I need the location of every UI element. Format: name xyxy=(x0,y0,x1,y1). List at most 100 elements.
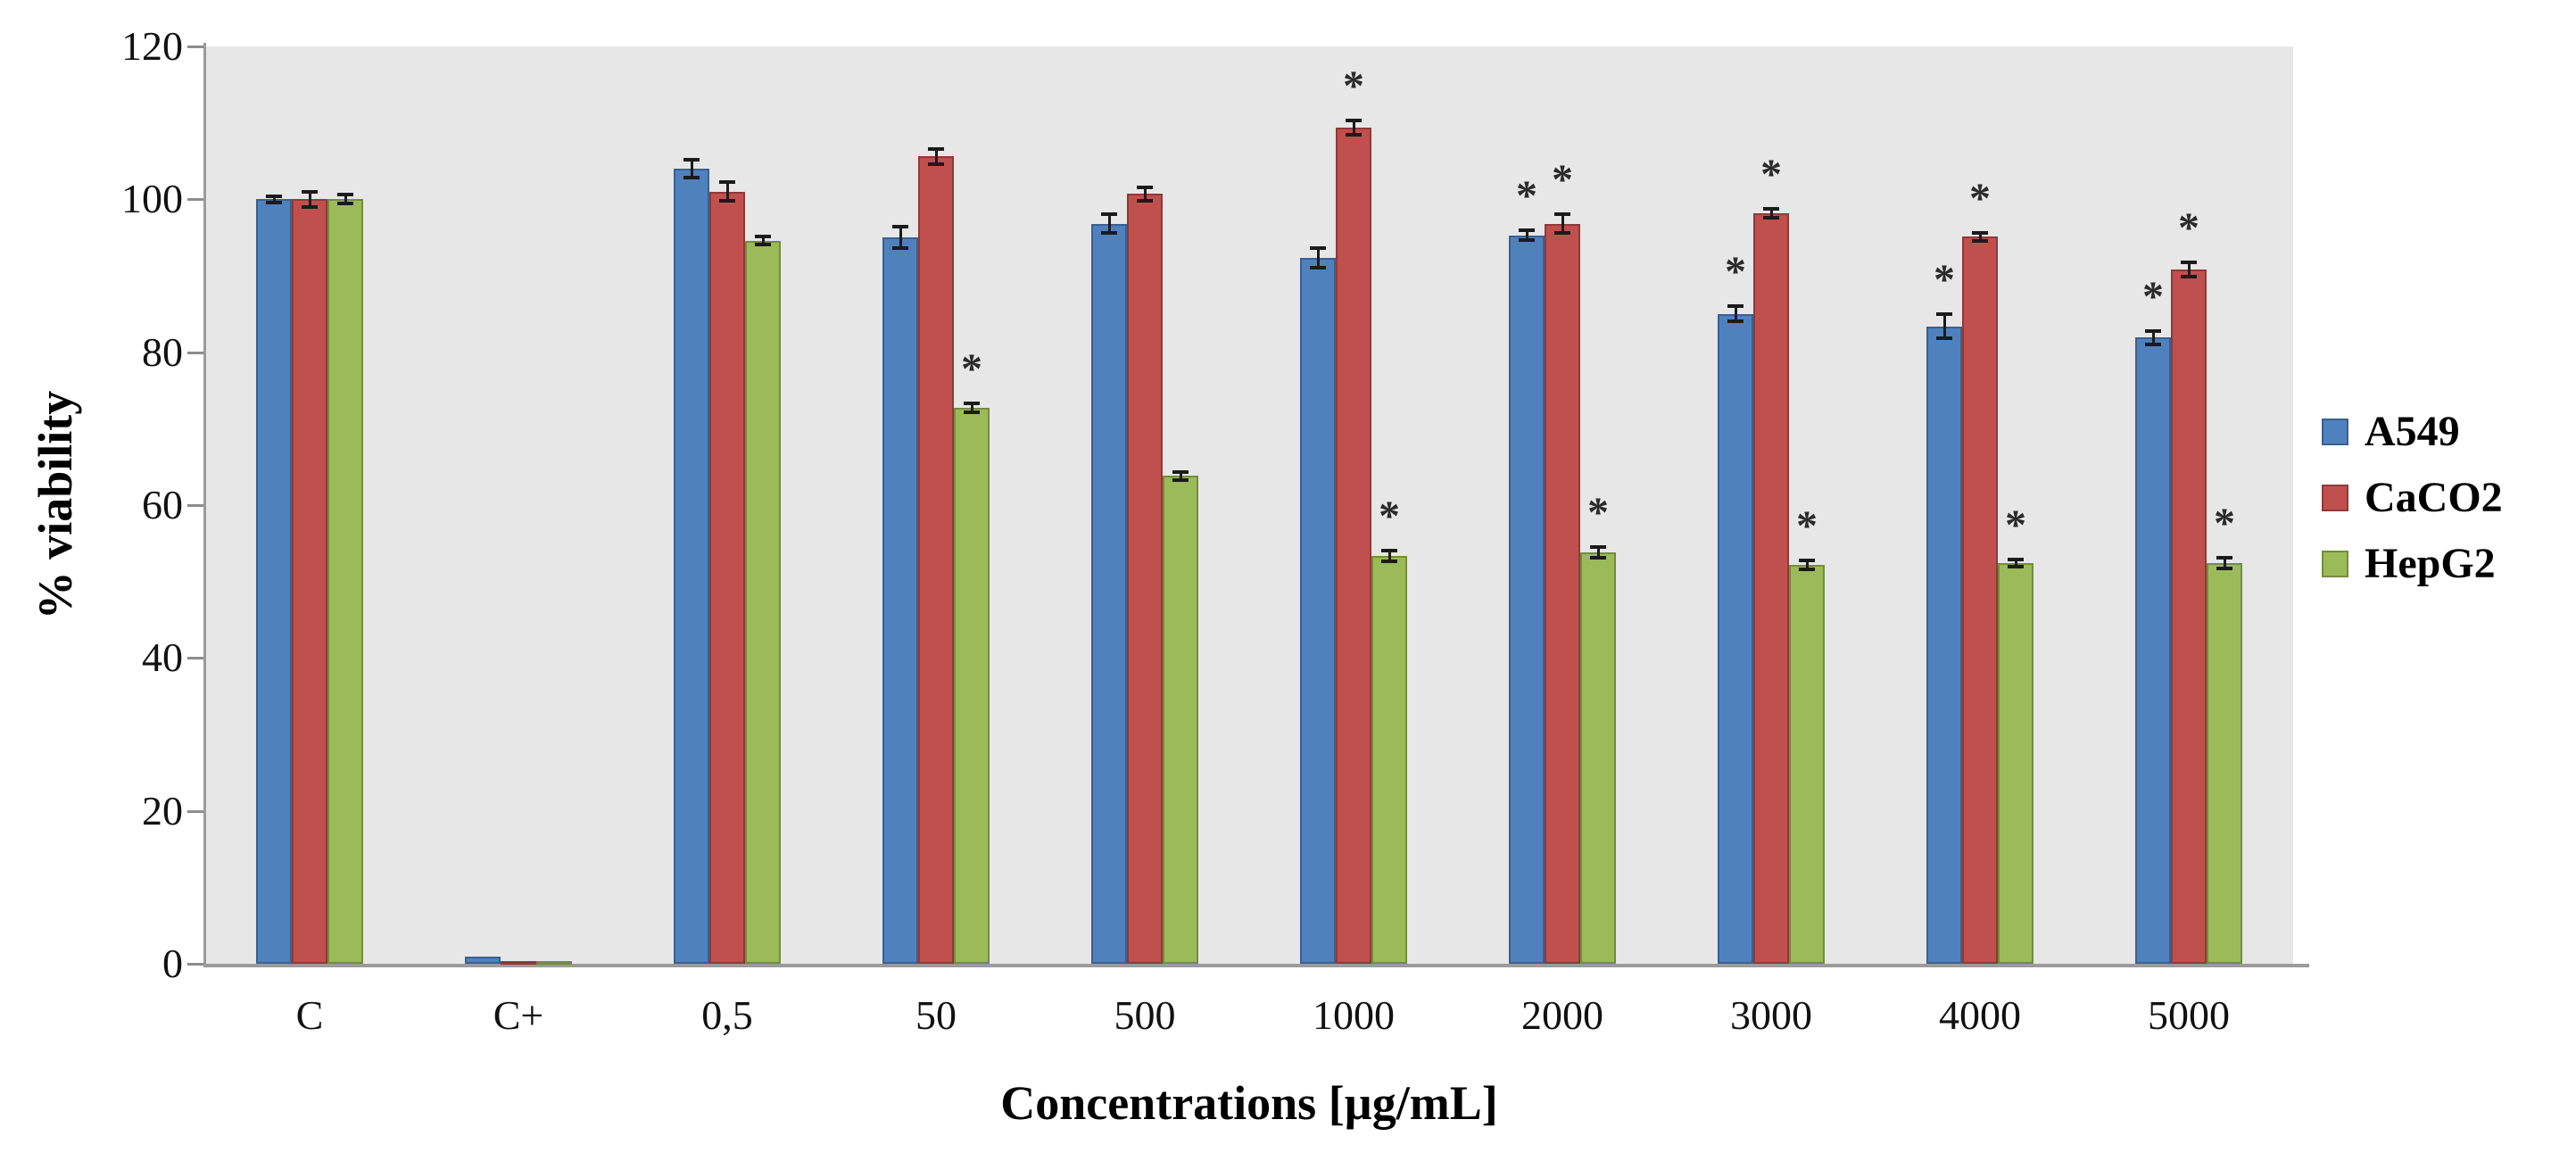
significance-asterisk: * xyxy=(1516,172,1537,220)
bar-caco2-500 xyxy=(1127,194,1163,964)
error-bar-stem xyxy=(970,403,973,413)
error-bar-cap-bottom xyxy=(1727,319,1744,324)
error-bar-cap-top xyxy=(1763,206,1779,211)
bar-caco2-C+ xyxy=(501,960,536,965)
x-tick-label-4000: 4000 xyxy=(1939,992,2021,1038)
error-bar-cap-top xyxy=(2008,557,2024,561)
y-tick-mark xyxy=(187,504,203,507)
bar-hepg2-0,5 xyxy=(745,240,781,964)
y-tick-label: 40 xyxy=(142,634,183,681)
y-tick-label: 100 xyxy=(121,176,183,222)
error-bar-stem xyxy=(1942,313,1946,339)
error-bar-cap-bottom xyxy=(892,246,908,251)
bar-caco2-5000 xyxy=(2171,270,2207,964)
error-bar-cap-top xyxy=(719,180,735,185)
error-bar-cap-bottom xyxy=(1936,336,1952,341)
y-tick-label: 60 xyxy=(142,482,183,527)
error-bar-stem xyxy=(2187,262,2191,277)
error-bar-cap-bottom xyxy=(1137,199,1153,203)
error-bar-cap-bottom xyxy=(1310,266,1326,270)
x-tick-label-50: 50 xyxy=(915,992,957,1038)
x-tick-label-5000: 5000 xyxy=(2148,992,2230,1038)
error-bar-cap-bottom xyxy=(2145,343,2161,347)
error-bar-cap-top xyxy=(1137,185,1153,189)
error-bar-cap-bottom xyxy=(302,204,318,209)
bar-hepg2-3000 xyxy=(1789,564,1825,964)
error-bar-stem xyxy=(1316,248,1320,269)
significance-asterisk: * xyxy=(1934,255,1955,303)
error-bar-cap-bottom xyxy=(1346,132,1362,137)
bar-a549-1000 xyxy=(1300,258,1336,964)
x-tick-label-C+: C+ xyxy=(493,992,544,1038)
error-bar-stem xyxy=(1769,208,1773,218)
error-bar-stem xyxy=(725,182,729,202)
error-bar-cap-top xyxy=(2181,261,2197,265)
error-bar-cap-top xyxy=(683,157,700,162)
error-bar-cap-top xyxy=(266,194,282,198)
significance-asterisk: * xyxy=(1379,493,1400,541)
error-bar-stem xyxy=(1107,214,1111,233)
error-bar-cap-bottom xyxy=(964,410,980,415)
error-bar-stem xyxy=(1978,233,1982,241)
bar-a549-50 xyxy=(882,237,918,964)
legend-swatch-hepg2 xyxy=(2322,551,2348,577)
significance-asterisk: * xyxy=(1796,502,1818,550)
bar-caco2-4000 xyxy=(1962,236,1998,964)
significance-asterisk: * xyxy=(1343,62,1364,111)
y-tick-mark xyxy=(187,351,203,354)
bar-a549-500 xyxy=(1091,223,1127,964)
legend-label-a549: A549 xyxy=(2365,408,2460,455)
error-bar-cap-bottom xyxy=(1101,231,1117,236)
bar-a549-C+ xyxy=(465,957,501,964)
bar-a549-C xyxy=(256,199,292,964)
error-bar-cap-bottom xyxy=(928,162,944,166)
y-tick-label: 120 xyxy=(121,23,183,69)
error-bar-cap-top xyxy=(1172,470,1189,475)
x-tick-label-0,5: 0,5 xyxy=(701,992,753,1038)
error-bar-cap-bottom xyxy=(337,202,353,206)
error-bar-stem xyxy=(690,159,693,178)
error-bar-cap-bottom xyxy=(719,199,735,203)
error-bar-stem xyxy=(1561,214,1564,233)
error-bar-stem xyxy=(308,191,311,207)
error-bar-cap-bottom xyxy=(1381,560,1397,564)
error-bar-stem xyxy=(2223,558,2226,569)
error-bar-cap-top xyxy=(1310,246,1326,251)
bar-caco2-2000 xyxy=(1545,223,1580,964)
bar-caco2-3000 xyxy=(1753,212,1789,964)
x-tick-label-1000: 1000 xyxy=(1313,992,1395,1038)
error-bar-cap-bottom xyxy=(1519,237,1535,242)
error-bar-cap-bottom xyxy=(2216,567,2232,571)
significance-asterisk: * xyxy=(2005,501,2026,549)
legend-swatch-caco2 xyxy=(2322,485,2348,511)
x-tick-label-500: 500 xyxy=(1114,992,1176,1038)
error-bar-cap-top xyxy=(1519,228,1535,233)
error-bar-stem xyxy=(272,195,276,203)
error-bar-stem xyxy=(1525,230,1528,240)
bar-hepg2-4000 xyxy=(1998,563,2033,964)
error-bar-stem xyxy=(2014,559,2017,568)
significance-asterisk: * xyxy=(2214,500,2235,548)
error-bar-cap-top xyxy=(1554,212,1570,217)
error-bar-cap-top xyxy=(964,402,980,406)
error-bar-stem xyxy=(1734,306,1737,322)
error-bar-cap-top xyxy=(755,235,771,239)
legend-label-hepg2: HepG2 xyxy=(2365,540,2496,587)
bar-hepg2-C xyxy=(327,199,363,964)
error-bar-cap-bottom xyxy=(1590,556,1606,560)
error-bar-cap-top xyxy=(1972,231,1988,236)
error-bar-stem xyxy=(899,227,902,249)
x-axis-title: Concentrations [µg/mL] xyxy=(1000,1076,1498,1130)
error-bar-cap-bottom xyxy=(2181,274,2197,278)
significance-asterisk: * xyxy=(1552,156,1573,204)
error-bar-stem xyxy=(1179,472,1182,480)
error-bar-cap-top xyxy=(1590,545,1606,550)
error-bar-cap-bottom xyxy=(1799,567,1815,571)
error-bar-cap-top xyxy=(1101,212,1117,217)
bar-caco2-0,5 xyxy=(709,191,745,964)
bar-a549-2000 xyxy=(1509,235,1545,964)
error-bar-cap-bottom xyxy=(683,176,700,180)
bar-a549-3000 xyxy=(1718,313,1753,964)
error-bar-cap-bottom xyxy=(266,200,282,204)
error-bar-cap-bottom xyxy=(1554,231,1570,236)
